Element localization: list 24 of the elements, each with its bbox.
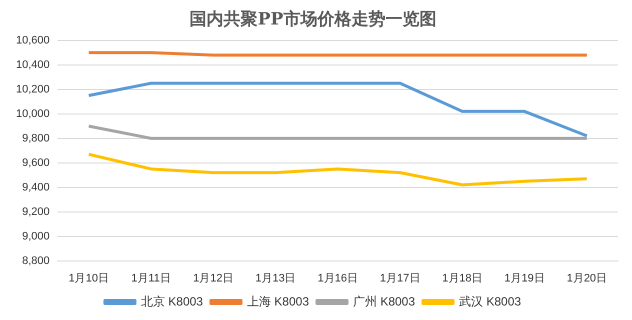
y-tick-label: 9,200 [22, 206, 50, 218]
y-tick-label: 10,400 [16, 58, 50, 71]
y-tick-label: 9,600 [22, 156, 50, 169]
x-tick-label: 1月17日 [380, 272, 420, 284]
x-tick-label: 1月20日 [566, 272, 608, 284]
y-tick-label: 10,200 [16, 83, 50, 96]
x-tick-label: 1月19日 [504, 272, 545, 284]
legend-label: 北京 K8003 [140, 294, 204, 308]
x-tick-label: 1月16日 [318, 272, 358, 284]
y-tick-label: 9,000 [22, 230, 50, 242]
x-tick-label: 1月13日 [255, 272, 296, 284]
y-tick-label: 8,800 [22, 254, 50, 267]
x-tick-label: 1月11日 [131, 272, 171, 284]
x-tick-label: 1月10日 [68, 272, 109, 284]
y-tick-label: 9,400 [22, 181, 50, 194]
y-tick-label: 9,800 [22, 132, 50, 144]
x-tick-label: 1月18日 [442, 272, 483, 284]
legend-label: 武汉 K8003 [459, 294, 522, 308]
y-tick-label: 10,000 [16, 108, 50, 120]
x-tick-label: 1月12日 [193, 272, 234, 284]
legend-label: 广州 K8003 [353, 294, 416, 308]
legend-label: 上海 K8003 [246, 294, 310, 308]
y-tick-label: 10,600 [16, 34, 50, 46]
chart-title: 国内共聚PP市场价格走势一览图 [190, 10, 436, 30]
